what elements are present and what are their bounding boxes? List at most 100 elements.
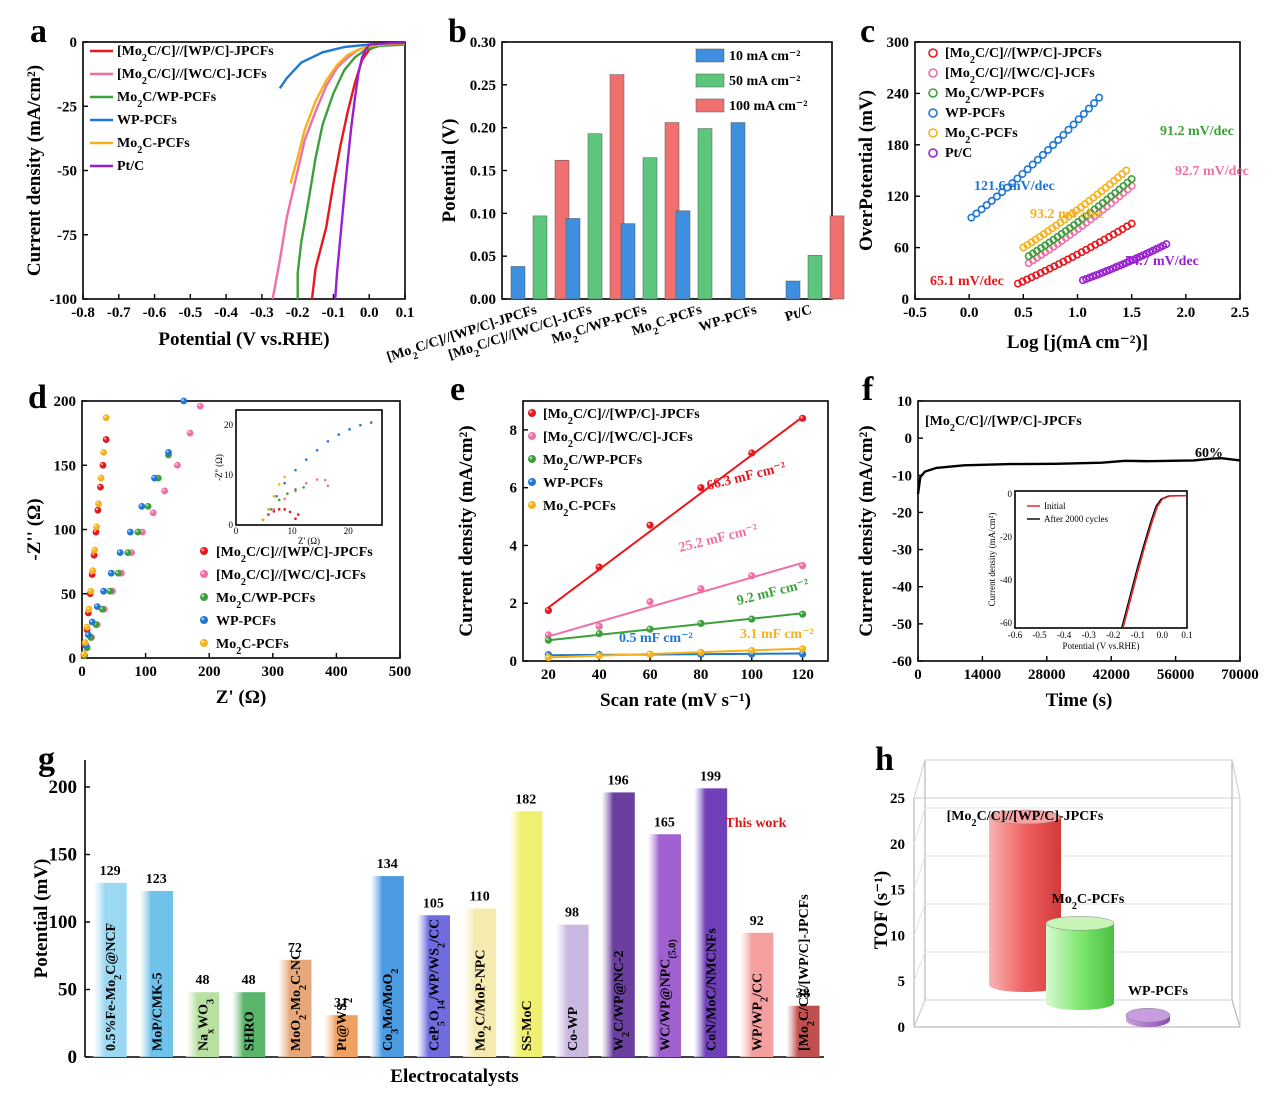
- panel-d-inset-point: [275, 494, 278, 498]
- panel-c-point: [1162, 240, 1171, 249]
- panel-e-x-tick-label: 80: [693, 667, 708, 683]
- panel-e-point-hl: [698, 586, 702, 589]
- label-part: 2: [142, 76, 147, 87]
- panel-h-grid-line: [913, 807, 926, 844]
- panel-d-point: [89, 567, 97, 575]
- panel-a-x-tick-label: -0.3: [250, 305, 274, 321]
- panel-g-value-label: 165: [654, 815, 675, 830]
- panel-g-category-label: MoO2-Mo2C-NC: [289, 950, 309, 1051]
- panel-e-fit-line: [548, 652, 803, 657]
- panel-d-ylabel: -Z'' (Ω): [24, 498, 45, 560]
- label-part: 2: [473, 348, 481, 360]
- panel-d-point: [99, 461, 107, 469]
- panel-e-legend-label: Mo2C/WP-PCFs: [543, 453, 643, 473]
- panel-a-legend-label: [Mo2C/C]//[WP/C]-JPCFs: [117, 44, 274, 64]
- panel-c-point: [1059, 130, 1068, 139]
- panel-d-point: [114, 569, 122, 577]
- panel-g-bar: [462, 908, 497, 1057]
- panel-g-category-label: MoP/CMK-5: [150, 972, 165, 1051]
- panel-f-inset-ylabel: Current density (mA/cm²): [987, 513, 997, 607]
- panel-e-point: [697, 484, 705, 492]
- label-part: C/WP-PCFs: [970, 86, 1044, 101]
- panel-c-point: [1074, 115, 1083, 124]
- label-part: C-PCFs: [568, 499, 616, 514]
- panel-g-bar: [509, 811, 543, 1057]
- panel-g-value-label: 92: [750, 914, 764, 929]
- panel-b-bar: [642, 157, 658, 300]
- panel-g-y-tick-label: 150: [49, 845, 78, 866]
- panel-d-point-hl: [152, 475, 155, 479]
- panel-c-legend-label: [Mo2C/C]//[WC/C]-JCFs: [945, 66, 1095, 86]
- panel-c-slope-label: 91.2 mV/dec: [1160, 124, 1234, 139]
- label-part: Current density (mA/cm²): [456, 425, 477, 636]
- panel-c-point: [1095, 93, 1104, 102]
- panel-c-point: [1064, 125, 1073, 134]
- panel-a-xlabel: Potential (V vs.RHE): [158, 329, 329, 350]
- panel-b-bar: [565, 218, 581, 300]
- panel-g-category-label: Mo2C/MoP-NPC: [474, 950, 494, 1051]
- panel-h-grid-line: [913, 999, 926, 1028]
- panel-d-y-tick-label: 0: [69, 651, 77, 667]
- panel-d-point: [88, 618, 96, 626]
- label-part: 2: [482, 1026, 493, 1031]
- panel-e-y-tick-label: 8: [510, 423, 518, 439]
- panel-g-category-label: CoN/MoC/NMCNFs: [705, 928, 720, 1051]
- panel-b-bar: [587, 133, 603, 300]
- panel-e-point: [748, 449, 756, 457]
- panel-letter-b: b: [448, 13, 467, 50]
- label-part: SHRO: [243, 1011, 258, 1051]
- panel-letter-a: a: [30, 13, 47, 50]
- panel-g-bar: [693, 788, 728, 1057]
- panel-a-y-tick-label: -100: [50, 292, 78, 308]
- label-part: 2: [236, 600, 241, 611]
- label-part: MoO: [289, 1020, 304, 1051]
- panel-g-bar: [416, 915, 451, 1057]
- panel-d-point: [126, 528, 134, 536]
- panel-c-point: [1003, 183, 1012, 192]
- label-part: 2: [572, 333, 580, 345]
- panel-e-legend-marker: [528, 409, 536, 417]
- panel-c-legend-label: Mo2C/WP-PCFs: [945, 86, 1045, 106]
- label-part: Co-WP: [566, 1006, 581, 1051]
- label-part: x: [205, 1029, 216, 1034]
- panel-c-point: [1033, 155, 1042, 164]
- label-part: Current density (mA/cm²): [856, 425, 877, 636]
- panel-e-legend-label: [Mo2C/C]//[WC/C]-JCFs: [543, 430, 693, 450]
- panel-d-point-hl: [96, 501, 99, 504]
- label-part: 2: [965, 135, 970, 146]
- panel-c-point: [1013, 174, 1022, 183]
- panel-g-category-label: WC/WP@NPC(5.0): [658, 939, 678, 1051]
- panel-a-curve-5: [334, 41, 406, 300]
- panel-d-point-hl: [128, 529, 131, 533]
- label-part: 2: [568, 439, 573, 450]
- panel-d-point: [116, 549, 124, 557]
- panel-b-bar: [829, 215, 845, 300]
- panel-d-point-hl: [92, 547, 95, 551]
- panel-d-legend-marker-hl: [201, 548, 205, 552]
- panel-e-x-tick-label: 20: [541, 667, 556, 683]
- panel-e-point: [544, 606, 553, 615]
- panel-d-inset-point: [283, 475, 286, 479]
- panel-g-value-label: 48: [195, 973, 209, 988]
- label-part: 2: [621, 1032, 632, 1037]
- panel-g-xlabel: Electrocatalysts: [390, 1066, 518, 1087]
- panel-a-x-tick-label: -0.7: [107, 305, 131, 321]
- panel-f-inset-x-tick: -0.2: [1106, 630, 1120, 640]
- label-part: 2: [965, 95, 970, 106]
- panel-g-bar: [93, 882, 127, 1057]
- label-part: Pt/C: [783, 303, 814, 326]
- panel-a-x-tick-label: -0.2: [286, 305, 310, 321]
- panel-b-bar: [730, 122, 746, 300]
- panel-c-point: [1038, 150, 1047, 159]
- panel-d-inset-point: [272, 508, 276, 511]
- panel-d-point-hl: [162, 488, 165, 492]
- panel-g-category-label: SHRO: [243, 1011, 258, 1051]
- panel-d-point: [87, 587, 95, 595]
- panel-d-point-hl: [88, 588, 92, 592]
- panel-e-legend-marker: [528, 478, 536, 486]
- panel-c-y-tick-label: 120: [887, 189, 910, 205]
- panel-e-y-tick-label: 6: [510, 481, 518, 497]
- label-part: [Mo: [945, 66, 970, 81]
- panel-c-x-tick-label: 2.0: [1176, 305, 1195, 321]
